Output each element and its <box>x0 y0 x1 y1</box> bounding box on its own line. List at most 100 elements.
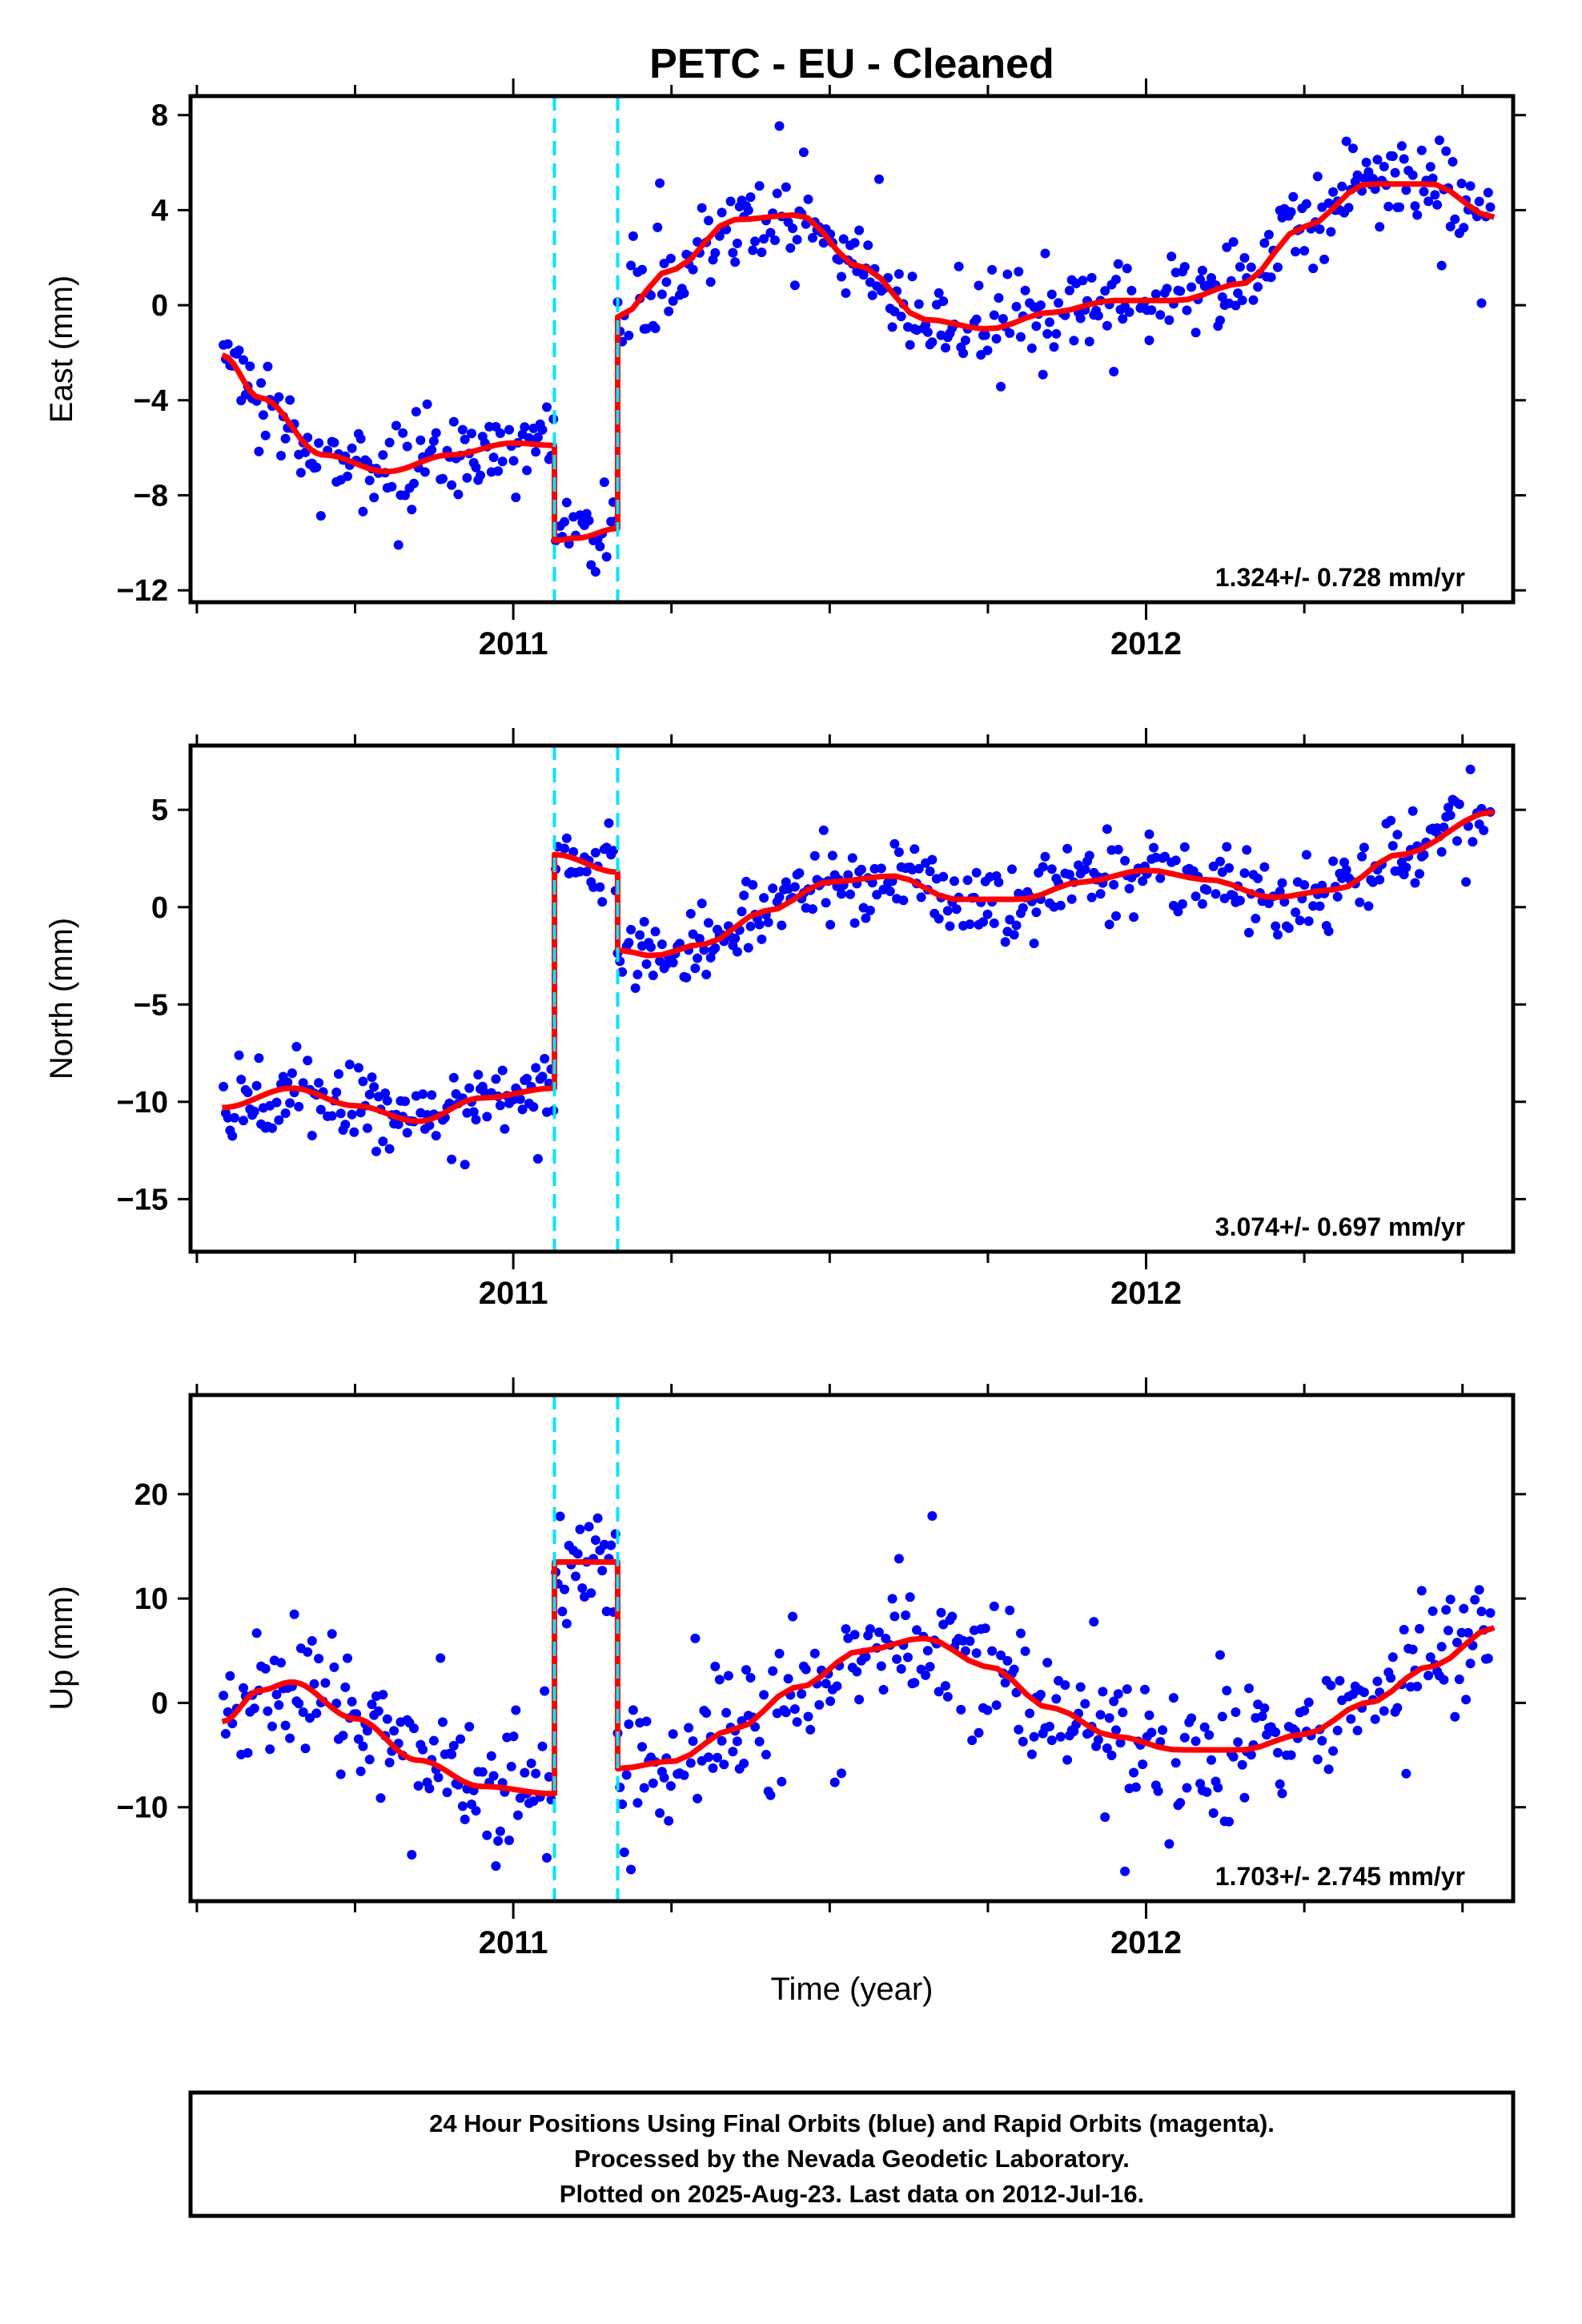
up-data-point <box>384 1757 395 1767</box>
up-data-point <box>903 1652 913 1663</box>
up-data-point <box>1100 1812 1110 1822</box>
up-data-point <box>1459 1603 1469 1614</box>
east-data-point <box>1124 307 1134 317</box>
north-data-point <box>515 1094 525 1104</box>
north-data-point <box>340 1120 351 1130</box>
north-data-point <box>1224 862 1235 873</box>
up-data-point <box>1207 1755 1216 1765</box>
up-data-point <box>303 1647 313 1657</box>
up-data-point <box>792 1717 802 1727</box>
north-data-point <box>916 892 926 903</box>
east-data-point <box>798 147 809 158</box>
north-data-point <box>575 866 585 877</box>
north-data-point <box>1315 901 1325 911</box>
up-data-point <box>655 1808 665 1818</box>
up-data-point <box>759 1690 769 1700</box>
east-data-point <box>590 567 600 577</box>
up-data-point <box>1140 1684 1150 1695</box>
north-data-point <box>1129 912 1139 923</box>
east-data-point <box>476 470 485 480</box>
north-data-point <box>344 1059 355 1070</box>
north-data-point <box>239 1116 248 1126</box>
east-data-point <box>954 261 964 271</box>
up-data-point <box>300 1743 311 1754</box>
north-data-point <box>856 864 866 875</box>
up-data-point <box>1425 1652 1435 1663</box>
north-data-point <box>1007 864 1017 875</box>
east-data-point <box>770 235 780 245</box>
east-data-point <box>656 289 667 300</box>
east-data-point <box>679 288 689 299</box>
east-data-point <box>520 422 530 432</box>
east-data-point <box>391 420 401 431</box>
north-data-point <box>1031 907 1042 918</box>
north-data-point <box>1443 802 1453 813</box>
north-data-point <box>876 863 886 874</box>
north-data-point <box>1040 851 1050 862</box>
east-data-point <box>743 205 753 215</box>
up-data-point <box>1273 1747 1283 1758</box>
east-data-point <box>624 330 634 340</box>
up-data-point <box>1129 1767 1139 1778</box>
east-data-point <box>1100 286 1110 296</box>
north-data-point <box>482 1112 492 1122</box>
up-data-point <box>418 1744 428 1755</box>
north-data-point <box>531 1063 541 1073</box>
east-data-point <box>759 234 769 244</box>
up-data-point <box>1186 1713 1197 1723</box>
north-data-point <box>1275 887 1285 897</box>
north-data-point <box>495 1100 505 1111</box>
up-data-point <box>353 1734 363 1744</box>
up-data-point <box>239 1683 248 1693</box>
north-data-point <box>950 876 959 887</box>
up-data-point <box>684 1723 694 1733</box>
north-data-point <box>1407 806 1418 816</box>
north-data-point <box>331 1088 342 1097</box>
up-data-point <box>659 1772 669 1783</box>
north-data-point <box>236 1075 247 1084</box>
east-data-point <box>664 306 674 316</box>
up-data-point <box>260 1663 271 1674</box>
east-data-point <box>511 493 521 503</box>
east-data-point <box>1383 201 1394 211</box>
north-data-point <box>1138 876 1148 887</box>
north-data-point <box>294 1101 304 1112</box>
north-panel: 5 0 −5 −10 −15 2011 2012 North (mm) 3.074+/- 0.6… <box>44 728 1526 1311</box>
up-data-point <box>852 1667 862 1677</box>
east-data-point <box>745 192 756 203</box>
north-year-label: 2012 <box>1110 1276 1182 1311</box>
up-data-point <box>575 1524 585 1534</box>
east-data-point <box>1291 247 1301 257</box>
up-data-point <box>1029 1731 1039 1742</box>
north-data-point <box>1009 930 1019 940</box>
east-data-point <box>697 203 707 213</box>
east-data-point <box>987 264 998 275</box>
east-data-point <box>1191 328 1201 338</box>
up-data-point <box>488 1771 499 1781</box>
north-data-point <box>774 892 785 903</box>
east-data-point <box>854 225 865 235</box>
up-data-point <box>1452 1638 1462 1647</box>
up-data-point <box>768 1666 778 1676</box>
up-data-point <box>340 1682 351 1692</box>
up-data-point <box>1060 1680 1070 1691</box>
east-year-label: 2012 <box>1110 626 1182 661</box>
up-data-point <box>774 1648 785 1659</box>
up-data-point <box>590 1535 600 1546</box>
north-data-point <box>522 1073 532 1084</box>
up-data-point <box>1046 1735 1057 1746</box>
east-data-point <box>971 314 982 324</box>
up-data-point <box>1244 1683 1254 1694</box>
up-data-point <box>540 1686 550 1696</box>
up-data-point <box>619 1848 629 1857</box>
north-data-point <box>1111 911 1121 921</box>
up-data-point <box>1130 1782 1141 1792</box>
up-data-point <box>343 1653 352 1663</box>
north-data-point <box>739 891 749 901</box>
north-data-point <box>710 943 721 953</box>
east-data-point <box>1051 328 1062 339</box>
up-data-point <box>809 1648 820 1659</box>
east-data-point <box>393 540 404 550</box>
up-data-point <box>597 1566 608 1576</box>
east-data-point <box>982 345 993 356</box>
